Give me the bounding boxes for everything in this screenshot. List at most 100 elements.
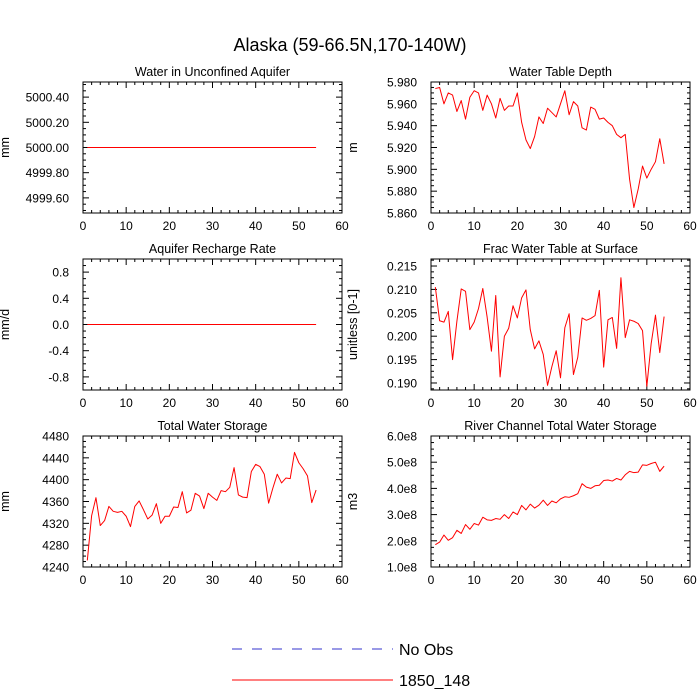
river-channel-total-water-storage-xtick-label: 30 xyxy=(554,573,568,587)
river-channel-total-water-storage-chart: River Channel Total Water Storage m3 0 10 20… xyxy=(346,419,697,587)
chart-panels: Water in Unconfined Aquifer mm 0 10 20 30 40 50… xyxy=(0,65,697,587)
water-in-unconfined-aquifer-ytick-label: 4999.80 xyxy=(26,166,70,180)
water-in-unconfined-aquifer-xtick-label: 40 xyxy=(249,219,263,233)
river-channel-total-water-storage-ytick-label: 5.0e8 xyxy=(387,456,417,470)
total-water-storage-ytick-label: 4320 xyxy=(42,517,69,531)
aquifer-recharge-rate-xtick-label: 20 xyxy=(163,396,177,410)
water-in-unconfined-aquifer-title: Water in Unconfined Aquifer xyxy=(135,65,290,79)
river-channel-total-water-storage-xtick-label: 60 xyxy=(683,573,697,587)
total-water-storage-title: Total Water Storage xyxy=(157,419,267,433)
total-water-storage-plot-frame xyxy=(82,435,343,568)
frac-water-table-at-surface-ytick-label: 0.210 xyxy=(387,283,417,297)
total-water-storage-xtick-label: 20 xyxy=(163,573,177,587)
frac-water-table-at-surface-xtick-label: 40 xyxy=(597,396,611,410)
aquifer-recharge-rate-xtick-label: 60 xyxy=(335,396,349,410)
river-channel-total-water-storage-ytick-label: 6.0e8 xyxy=(387,430,417,444)
water-table-depth-ytick-label: 5.860 xyxy=(387,207,417,221)
frac-water-table-at-surface-xtick-label: 10 xyxy=(467,396,481,410)
water-table-depth-xtick-label: 10 xyxy=(467,219,481,233)
water-table-depth-ytick-label: 5.900 xyxy=(387,163,417,177)
total-water-storage-xtick-label: 10 xyxy=(119,573,133,587)
total-water-storage-xtick-label: 0 xyxy=(80,573,87,587)
river-channel-total-water-storage-xtick-label: 40 xyxy=(597,573,611,587)
river-channel-total-water-storage-xtick-label: 20 xyxy=(511,573,525,587)
water-table-depth-series-line xyxy=(435,86,665,209)
river-channel-total-water-storage-ytick-label: 4.0e8 xyxy=(387,482,417,496)
water-in-unconfined-aquifer-chart: Water in Unconfined Aquifer mm 0 10 20 30 40 50… xyxy=(0,65,349,233)
frac-water-table-at-surface-xtick-label: 20 xyxy=(511,396,525,410)
total-water-storage-ylabel: mm xyxy=(0,491,12,512)
total-water-storage-chart: Total Water Storage mm 0 10 20 30 40 50 60 4240 42… xyxy=(0,419,349,587)
water-table-depth-ytick-label: 5.940 xyxy=(387,119,417,133)
river-channel-total-water-storage-ytick-label: 2.0e8 xyxy=(387,534,417,548)
legend: No Obs 1850_148 xyxy=(232,642,470,690)
frac-water-table-at-surface-series-line xyxy=(434,277,665,387)
river-channel-total-water-storage-ytick-label: 1.0e8 xyxy=(387,561,417,575)
frac-water-table-at-surface-xtick-label: 0 xyxy=(428,396,435,410)
total-water-storage-ytick-label: 4400 xyxy=(42,473,69,487)
water-table-depth-xtick-label: 20 xyxy=(511,219,525,233)
water-table-depth-chart: Water Table Depth m 0 10 20 30 40 50 60 5.860 5.88… xyxy=(346,65,697,233)
water-in-unconfined-aquifer-xtick-label: 30 xyxy=(206,219,220,233)
aquifer-recharge-rate-ytick-label: -0.8 xyxy=(48,370,69,384)
water-table-depth-xtick-label: 0 xyxy=(428,219,435,233)
frac-water-table-at-surface-plot-frame xyxy=(430,258,691,391)
water-table-depth-ytick-label: 5.920 xyxy=(387,141,417,155)
water-in-unconfined-aquifer-xtick-label: 10 xyxy=(119,219,133,233)
river-channel-total-water-storage-xtick-label: 10 xyxy=(467,573,481,587)
aquifer-recharge-rate-ytick-label: 0.8 xyxy=(52,266,69,280)
frac-water-table-at-surface-ytick-label: 0.215 xyxy=(387,260,417,274)
aquifer-recharge-rate-title: Aquifer Recharge Rate xyxy=(149,242,276,256)
water-in-unconfined-aquifer-xtick-label: 60 xyxy=(335,219,349,233)
total-water-storage-ytick-label: 4280 xyxy=(42,539,69,553)
frac-water-table-at-surface-chart: Frac Water Table at Surface unitless [0-1… xyxy=(346,242,697,410)
aquifer-recharge-rate-ytick-label: -0.4 xyxy=(48,344,69,358)
figure-title: Alaska (59-66.5N,170-140W) xyxy=(233,35,466,55)
frac-water-table-at-surface-ylabel: unitless [0-1] xyxy=(346,289,360,360)
aquifer-recharge-rate-ytick-label: 0.0 xyxy=(52,318,69,332)
water-in-unconfined-aquifer-ytick-label: 5000.20 xyxy=(26,116,70,130)
river-channel-total-water-storage-series-line xyxy=(435,461,665,546)
water-table-depth-plot-frame xyxy=(430,81,691,214)
frac-water-table-at-surface-ytick-label: 0.195 xyxy=(387,353,417,367)
water-in-unconfined-aquifer-xtick-label: 0 xyxy=(80,219,87,233)
total-water-storage-xtick-label: 50 xyxy=(292,573,306,587)
aquifer-recharge-rate-chart: Aquifer Recharge Rate mm/d 0 10 20 30 40 50 60 -0… xyxy=(0,242,349,410)
water-table-depth-ylabel: m xyxy=(346,142,360,152)
frac-water-table-at-surface-xtick-label: 60 xyxy=(683,396,697,410)
water-table-depth-xtick-label: 60 xyxy=(683,219,697,233)
water-table-depth-title: Water Table Depth xyxy=(509,65,612,79)
legend-label-1850-148: 1850_148 xyxy=(399,673,470,690)
river-channel-total-water-storage-xtick-label: 50 xyxy=(640,573,654,587)
river-channel-total-water-storage-xtick-label: 0 xyxy=(428,573,435,587)
total-water-storage-xtick-label: 30 xyxy=(206,573,220,587)
aquifer-recharge-rate-xtick-label: 10 xyxy=(119,396,133,410)
total-water-storage-ytick-label: 4240 xyxy=(42,561,69,575)
river-channel-total-water-storage-ytick-label: 3.0e8 xyxy=(387,508,417,522)
river-channel-total-water-storage-plot-frame xyxy=(430,435,691,568)
water-in-unconfined-aquifer-xtick-label: 20 xyxy=(163,219,177,233)
frac-water-table-at-surface-ytick-label: 0.200 xyxy=(387,330,417,344)
water-table-depth-xtick-label: 40 xyxy=(597,219,611,233)
aquifer-recharge-rate-ylabel: mm/d xyxy=(0,309,12,340)
water-table-depth-xtick-label: 50 xyxy=(640,219,654,233)
water-table-depth-ytick-label: 5.960 xyxy=(387,97,417,111)
river-channel-total-water-storage-ylabel: m3 xyxy=(346,493,360,510)
frac-water-table-at-surface-title: Frac Water Table at Surface xyxy=(483,242,638,256)
water-in-unconfined-aquifer-xtick-label: 50 xyxy=(292,219,306,233)
water-table-depth-xtick-label: 30 xyxy=(554,219,568,233)
aquifer-recharge-rate-xtick-label: 0 xyxy=(80,396,87,410)
frac-water-table-at-surface-xtick-label: 50 xyxy=(640,396,654,410)
total-water-storage-ytick-label: 4480 xyxy=(42,430,69,444)
water-table-depth-ytick-label: 5.880 xyxy=(387,185,417,199)
aquifer-recharge-rate-xtick-label: 40 xyxy=(249,396,263,410)
water-in-unconfined-aquifer-ytick-label: 4999.60 xyxy=(26,191,70,205)
water-in-unconfined-aquifer-ytick-label: 5000.40 xyxy=(26,91,70,105)
water-in-unconfined-aquifer-ytick-label: 5000.00 xyxy=(26,141,70,155)
total-water-storage-ytick-label: 4360 xyxy=(42,495,69,509)
water-table-depth-ytick-label: 5.980 xyxy=(387,76,417,90)
aquifer-recharge-rate-xtick-label: 30 xyxy=(206,396,220,410)
aquifer-recharge-rate-ytick-label: 0.4 xyxy=(52,292,69,306)
total-water-storage-ytick-label: 4440 xyxy=(42,451,69,465)
